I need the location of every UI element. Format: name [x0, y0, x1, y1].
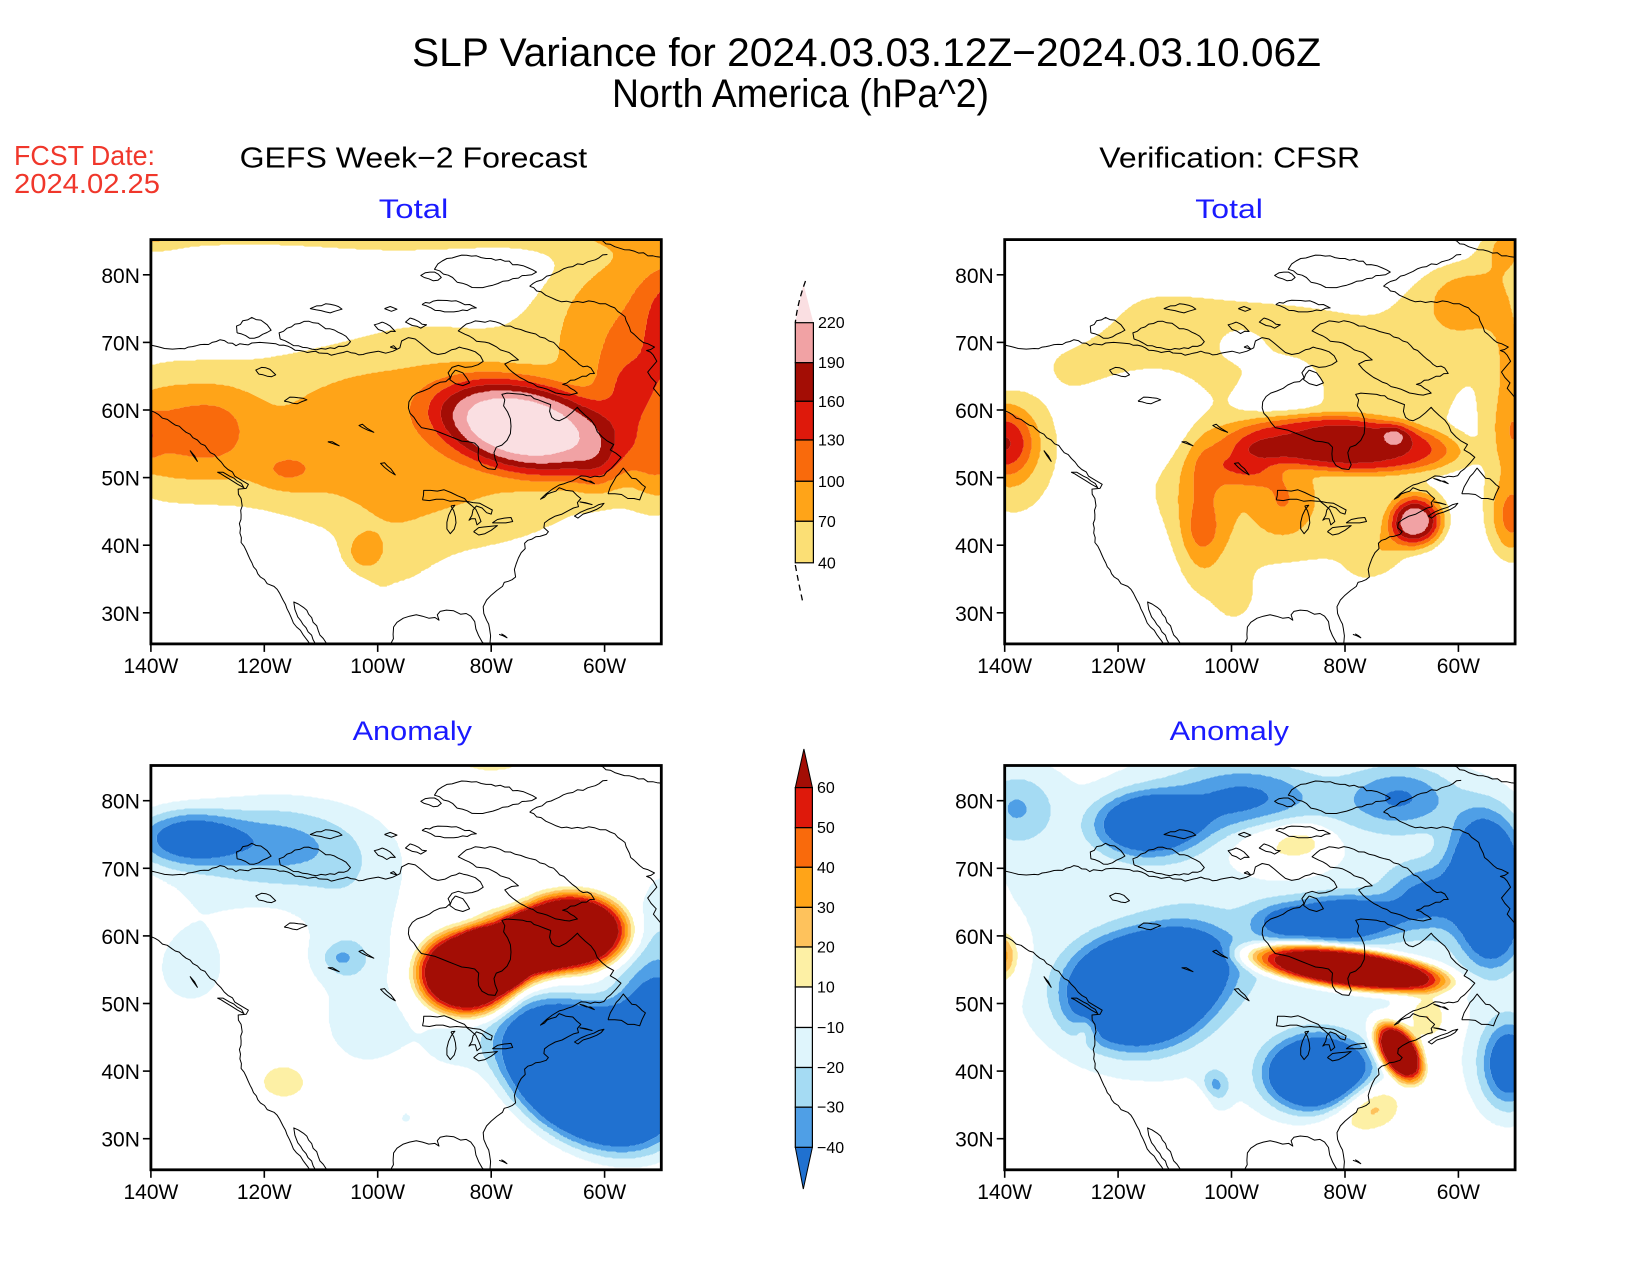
svg-text:50N: 50N — [101, 468, 140, 491]
svg-text:30N: 30N — [101, 1129, 140, 1152]
svg-text:Anomaly: Anomaly — [353, 716, 473, 746]
svg-text:190: 190 — [818, 355, 845, 372]
svg-text:160: 160 — [818, 394, 845, 411]
svg-text:−20: −20 — [817, 1060, 844, 1077]
svg-text:60W: 60W — [583, 1181, 626, 1204]
svg-text:60: 60 — [817, 780, 835, 797]
svg-text:120W: 120W — [237, 1181, 292, 1204]
svg-text:100W: 100W — [1204, 655, 1259, 678]
svg-text:30N: 30N — [101, 603, 140, 626]
svg-text:80N: 80N — [955, 791, 994, 814]
svg-text:40N: 40N — [955, 1061, 994, 1084]
svg-text:50N: 50N — [955, 994, 994, 1017]
svg-text:140W: 140W — [123, 1181, 178, 1204]
svg-text:30N: 30N — [955, 1129, 994, 1152]
svg-text:60N: 60N — [101, 926, 140, 949]
svg-text:60N: 60N — [955, 400, 994, 423]
svg-text:100: 100 — [818, 474, 845, 491]
svg-text:220: 220 — [818, 315, 845, 332]
svg-text:140W: 140W — [977, 1181, 1032, 1204]
svg-text:40: 40 — [818, 555, 836, 572]
svg-text:GEFS Week−2 Forecast: GEFS Week−2 Forecast — [240, 143, 588, 175]
svg-text:−40: −40 — [817, 1140, 844, 1157]
svg-text:40: 40 — [817, 860, 835, 877]
svg-text:60N: 60N — [101, 400, 140, 423]
svg-text:120W: 120W — [1091, 1181, 1146, 1204]
svg-text:−10: −10 — [817, 1020, 844, 1037]
svg-text:70N: 70N — [101, 858, 140, 881]
svg-text:140W: 140W — [977, 655, 1032, 678]
svg-text:60W: 60W — [1437, 1181, 1480, 1204]
svg-text:120W: 120W — [237, 655, 292, 678]
svg-text:40N: 40N — [101, 1061, 140, 1084]
svg-text:70N: 70N — [955, 858, 994, 881]
svg-text:Anomaly: Anomaly — [1170, 716, 1290, 746]
svg-text:FCST Date:: FCST Date: — [14, 140, 155, 171]
svg-text:100W: 100W — [1204, 1181, 1259, 1204]
svg-text:140W: 140W — [123, 655, 178, 678]
svg-text:60N: 60N — [955, 926, 994, 949]
svg-text:60W: 60W — [583, 655, 626, 678]
svg-text:80W: 80W — [1323, 1181, 1366, 1204]
svg-text:2024.02.25: 2024.02.25 — [14, 168, 160, 199]
svg-text:40N: 40N — [955, 535, 994, 558]
svg-text:50N: 50N — [955, 468, 994, 491]
svg-text:Total: Total — [1195, 194, 1263, 224]
svg-text:Total: Total — [379, 194, 449, 224]
svg-text:50: 50 — [817, 820, 835, 837]
svg-text:40N: 40N — [101, 535, 140, 558]
svg-text:70N: 70N — [101, 332, 140, 355]
svg-text:−30: −30 — [817, 1100, 844, 1117]
svg-text:70: 70 — [818, 514, 836, 531]
svg-text:70N: 70N — [955, 332, 994, 355]
svg-text:80W: 80W — [1323, 655, 1366, 678]
svg-text:100W: 100W — [350, 655, 405, 678]
svg-text:120W: 120W — [1091, 655, 1146, 678]
svg-text:Verification: CFSR: Verification: CFSR — [1099, 143, 1360, 175]
svg-text:80N: 80N — [101, 791, 140, 814]
svg-text:North America (hPa^2): North America (hPa^2) — [612, 72, 989, 116]
svg-text:50N: 50N — [101, 994, 140, 1017]
svg-text:SLP Variance for 2024.03.03.12: SLP Variance for 2024.03.03.12Z−2024.03.… — [412, 31, 1321, 75]
svg-text:80N: 80N — [101, 265, 140, 288]
svg-text:20: 20 — [817, 940, 835, 957]
svg-text:80W: 80W — [470, 1181, 513, 1204]
svg-text:130: 130 — [818, 433, 845, 450]
svg-text:80W: 80W — [470, 655, 513, 678]
svg-text:30: 30 — [817, 900, 835, 917]
svg-text:80N: 80N — [955, 265, 994, 288]
svg-text:10: 10 — [817, 980, 835, 997]
svg-text:60W: 60W — [1437, 655, 1480, 678]
svg-text:100W: 100W — [350, 1181, 405, 1204]
svg-text:30N: 30N — [955, 603, 994, 626]
